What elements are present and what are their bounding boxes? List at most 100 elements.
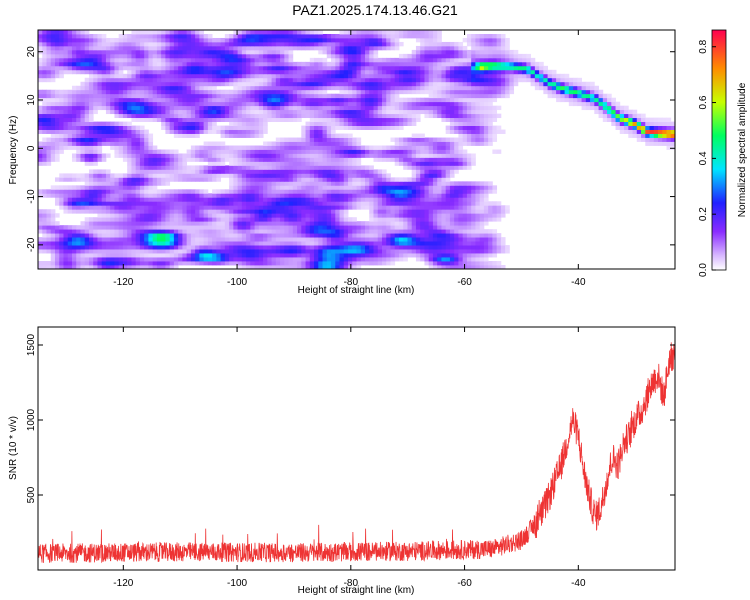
heatmap-cell	[284, 77, 289, 83]
heatmap-cell	[318, 89, 323, 95]
heatmap-cell	[169, 193, 175, 198]
heatmap-cell	[309, 189, 315, 194]
heatmap-cell	[212, 113, 217, 119]
heatmap-cell	[458, 77, 464, 83]
heatmap-cell	[258, 109, 264, 115]
heatmap-cell	[118, 209, 124, 214]
heatmap-cell	[475, 133, 481, 138]
heatmap-cell	[80, 153, 86, 158]
heatmap-cell	[339, 225, 345, 230]
heatmap-cell	[131, 225, 137, 230]
heatmap-cell	[466, 77, 472, 83]
heatmap-cell	[352, 173, 357, 178]
heatmap-cell	[335, 109, 340, 115]
heatmap-cell	[88, 101, 94, 107]
heatmap-cell	[381, 233, 387, 238]
heatmap-cell	[93, 137, 98, 142]
heatmap-cell	[207, 89, 213, 95]
heatmap-cell	[246, 113, 251, 119]
heatmap-cell	[428, 73, 434, 79]
heatmap-cell	[173, 205, 179, 210]
heatmap-cell	[97, 81, 103, 87]
heatmap-cell	[169, 253, 175, 258]
heatmap-cell	[101, 101, 107, 107]
heatmap-cell	[288, 225, 294, 230]
heatmap-cell	[254, 193, 260, 198]
heatmap-cell	[88, 201, 94, 206]
heatmap-cell	[105, 217, 111, 222]
heatmap-cell	[169, 225, 175, 230]
heatmap-cell	[254, 145, 260, 150]
heatmap-cell	[263, 237, 268, 242]
heatmap-cell	[144, 237, 149, 242]
heatmap-cell	[118, 81, 124, 87]
heatmap-cell	[483, 89, 489, 95]
heatmap-cell	[360, 189, 366, 194]
heatmap-cell	[258, 189, 264, 194]
heatmap-cell	[407, 105, 413, 111]
heatmap-cell	[309, 101, 315, 107]
heatmap-cell	[212, 169, 217, 174]
heatmap-cell	[220, 129, 226, 134]
heatmap-cell	[207, 209, 213, 214]
heatmap-cell	[220, 249, 226, 254]
heatmap-cell	[356, 265, 362, 269]
heatmap-cell	[122, 77, 128, 83]
heatmap-cell	[271, 209, 277, 214]
heatmap-cell	[386, 197, 391, 202]
heatmap-cell	[190, 149, 196, 154]
heatmap-cell	[241, 153, 247, 158]
heatmap-cell	[237, 153, 243, 158]
heatmap-cell	[144, 85, 149, 91]
heatmap-cell	[105, 249, 111, 254]
heatmap-cell	[195, 129, 200, 134]
heatmap-cell	[71, 241, 77, 246]
heatmap-cell	[186, 261, 192, 266]
heatmap-cell	[148, 189, 154, 194]
heatmap-cell	[343, 81, 349, 87]
heatmap-cell	[50, 117, 56, 123]
heatmap-cell	[297, 213, 302, 218]
heatmap-cell	[216, 73, 222, 79]
heatmap-cell	[42, 117, 47, 123]
heatmap-cell	[199, 117, 205, 123]
heatmap-cell	[229, 89, 234, 95]
heatmap-cell	[331, 157, 336, 162]
heatmap-cell	[564, 73, 570, 79]
heatmap-cell	[602, 109, 608, 115]
heatmap-cell	[271, 241, 277, 246]
heatmap-cell	[54, 97, 60, 103]
heatmap-cell	[381, 261, 387, 266]
heatmap-cell	[381, 85, 387, 91]
heatmap-cell	[186, 193, 192, 198]
heatmap-cell	[267, 157, 272, 162]
heatmap-cell	[356, 89, 362, 95]
heatmap-cell	[360, 169, 366, 174]
heatmap-cell	[127, 125, 132, 130]
heatmap-cell	[318, 197, 323, 202]
heatmap-cell	[254, 241, 260, 246]
heatmap-cell	[250, 265, 255, 269]
heatmap-cell	[331, 225, 336, 230]
heatmap-cell	[67, 201, 73, 206]
heatmap-cell	[454, 185, 459, 190]
heatmap-cell	[411, 217, 417, 222]
heatmap-cell	[364, 205, 370, 210]
heatmap-cell	[46, 157, 52, 162]
heatmap-cell	[101, 69, 107, 75]
heatmap-cell	[80, 145, 86, 150]
heatmap-cell	[428, 185, 434, 190]
heatmap-cell	[178, 201, 183, 206]
heatmap-cell	[169, 105, 175, 111]
heatmap-cell	[364, 257, 370, 262]
heatmap-cell	[139, 173, 145, 178]
heatmap-cell	[280, 205, 285, 210]
heatmap-cell	[63, 229, 69, 234]
heatmap-cell	[471, 249, 476, 254]
heatmap-cell	[590, 81, 595, 87]
heatmap-cell	[356, 181, 362, 186]
heatmap-cell	[318, 193, 323, 198]
heatmap-cell	[496, 241, 502, 246]
heatmap-cell	[462, 241, 468, 246]
heatmap-cell	[292, 225, 298, 230]
